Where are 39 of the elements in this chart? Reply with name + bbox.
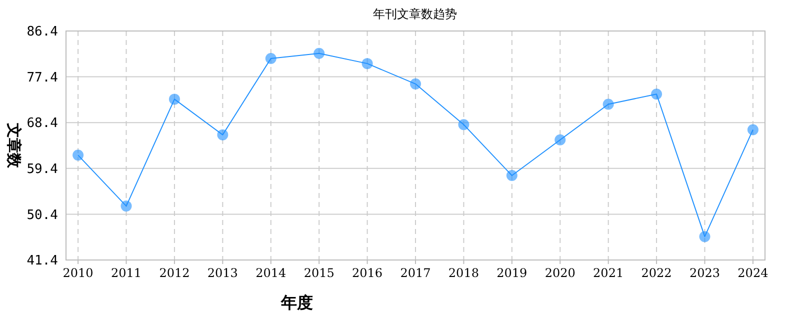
x-tick-label: 2021	[593, 266, 624, 280]
point	[458, 119, 470, 130]
x-tick-label: 2020	[544, 266, 576, 280]
y-axis-title: 文章数	[5, 122, 23, 169]
x-tick-label: 2011	[110, 266, 142, 280]
y-tick-label: 50.4	[26, 208, 58, 223]
x-axis-title: 年度	[280, 293, 313, 312]
x-tick-label: 2014	[256, 266, 287, 280]
point	[265, 52, 276, 64]
point	[554, 134, 566, 146]
x-tick-label: 2018	[448, 266, 479, 280]
point	[314, 48, 325, 59]
x-tick-label: 2023	[689, 266, 720, 280]
chart-title: 年刊文章数趋势	[373, 7, 457, 21]
y-tick-label: 68.4	[26, 116, 58, 132]
x-tick-label: 2024	[738, 266, 769, 280]
x-tick-label: 2016	[352, 266, 383, 280]
x-tick-label: 2019	[496, 266, 528, 280]
point	[747, 124, 758, 136]
x-tick-label: 2022	[641, 266, 672, 280]
y-tick-label: 59.4	[26, 162, 58, 177]
y-tick-label: 41.4	[26, 254, 58, 269]
point	[602, 98, 614, 110]
y-tick-label: 86.4	[26, 24, 58, 40]
point	[699, 231, 710, 242]
point	[362, 58, 373, 70]
x-tick-label: 2015	[304, 266, 334, 280]
x-tick-label: 2010	[62, 266, 94, 280]
point	[410, 78, 421, 90]
x-tick-label: 2017	[400, 266, 431, 280]
point	[506, 170, 518, 182]
point	[120, 200, 132, 212]
point	[651, 88, 662, 100]
x-tick-label: 2012	[159, 266, 190, 280]
y-tick-label: 77.4	[26, 70, 58, 86]
point	[217, 129, 228, 140]
x-tick-label: 2013	[207, 266, 238, 280]
point	[168, 94, 180, 105]
point	[72, 150, 84, 161]
